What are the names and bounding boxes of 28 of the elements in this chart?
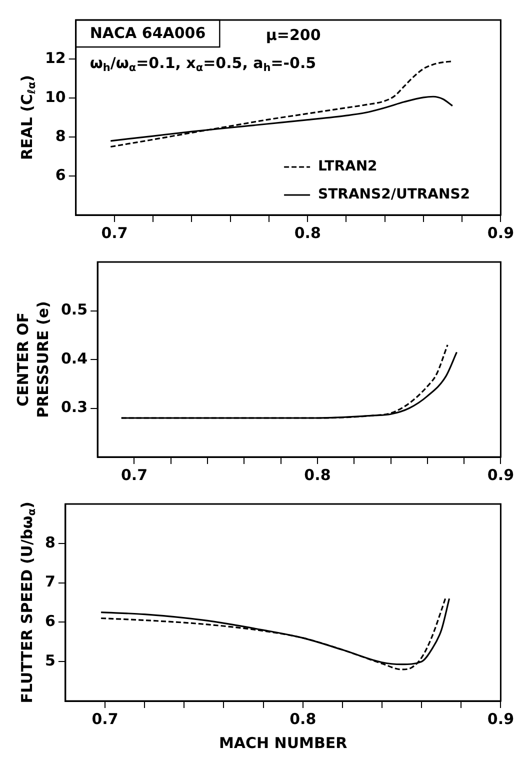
y-axis-title: REAL (Cℓα) xyxy=(18,74,38,160)
y-axis-title: FLUTTER SPEED (U/bωα) xyxy=(18,502,38,704)
y-tick-label: 7 xyxy=(45,572,56,591)
y-tick-label: 6 xyxy=(55,166,66,184)
y-tick-label: 12 xyxy=(45,48,66,67)
x-tick-label: 0.9 xyxy=(487,710,514,728)
x-tick-label: 0.8 xyxy=(290,710,316,728)
annotation: μ=200 xyxy=(266,26,321,44)
y-tick-label: 0.3 xyxy=(60,398,88,416)
x-tick-label: 0.8 xyxy=(294,224,321,242)
x-tick-label: 0.7 xyxy=(92,710,118,728)
x-axis-title: MACH NUMBER xyxy=(218,734,348,752)
y-axis-title: CENTER OF PRESSURE (e) xyxy=(14,301,52,418)
legend-label: LTRAN2 xyxy=(318,158,378,175)
legend-label: STRANS2/UTRANS2 xyxy=(318,186,470,203)
x-tick-label: 0.8 xyxy=(304,466,331,484)
x-tick-label: 0.9 xyxy=(487,466,514,484)
x-tick-label: 0.7 xyxy=(101,224,128,242)
x-tick-label: 0.9 xyxy=(487,224,514,242)
y-tick-label: 5 xyxy=(45,651,56,670)
y-tick-label: 8 xyxy=(45,533,56,552)
y-tick-label: 6 xyxy=(45,612,56,630)
y-tick-label: 10 xyxy=(45,88,66,106)
y-tick-label: 8 xyxy=(55,126,66,145)
annotation: NACA 64A006 xyxy=(90,24,206,42)
x-tick-label: 0.7 xyxy=(120,466,148,484)
y-tick-label: 0.5 xyxy=(60,300,88,319)
y-tick-label: 0.4 xyxy=(60,349,88,368)
